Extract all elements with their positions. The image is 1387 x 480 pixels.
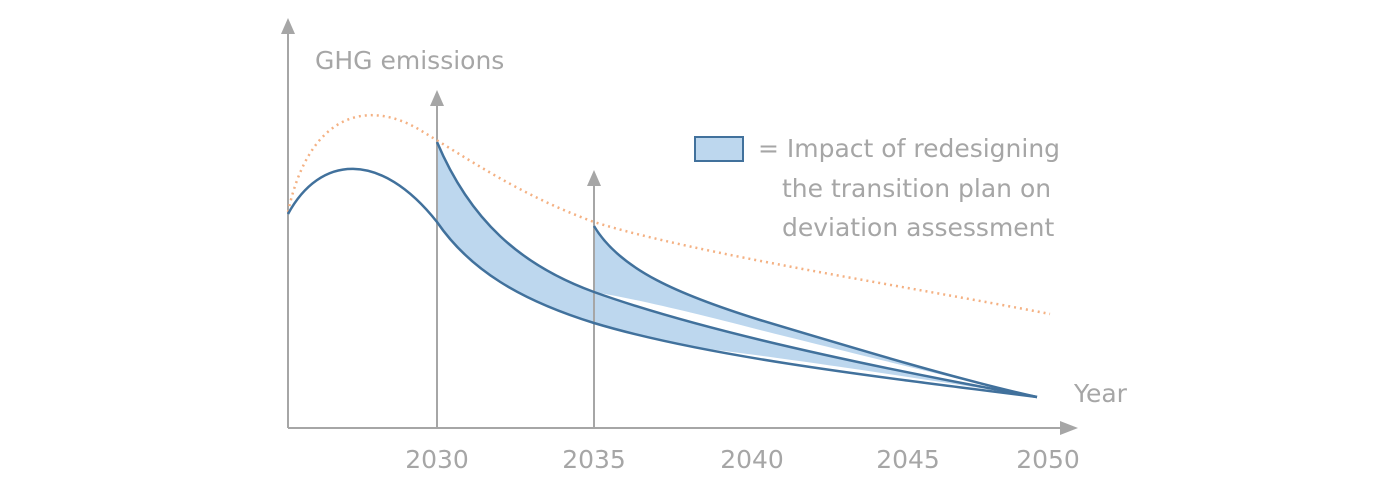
x-tick-label: 2030 bbox=[405, 445, 469, 474]
x-axis-title: Year bbox=[1073, 379, 1128, 408]
y-axis-title: GHG emissions bbox=[315, 46, 504, 75]
legend-swatch bbox=[694, 136, 744, 162]
x-tick-label: 2040 bbox=[720, 445, 784, 474]
x-tick-label: 2050 bbox=[1016, 445, 1080, 474]
x-axis-arrow bbox=[1060, 421, 1078, 435]
arrow-2030-head bbox=[430, 90, 444, 106]
x-tick-label: 2035 bbox=[562, 445, 626, 474]
arrow-2035-head bbox=[587, 170, 601, 186]
impact-band-2035 bbox=[594, 226, 1037, 397]
impact-band-2030 bbox=[437, 142, 1037, 397]
y-axis-arrow bbox=[281, 18, 295, 34]
x-tick-label: 2045 bbox=[876, 445, 940, 474]
legend-text-line-3: deviation assessment bbox=[782, 213, 1055, 242]
legend-text-line-2: the transition plan on bbox=[782, 174, 1051, 203]
redesigned-2030-curve bbox=[435, 141, 1038, 399]
redesigned-2035-curve bbox=[592, 225, 1038, 399]
legend-text-line-1: = Impact of redesigning bbox=[758, 134, 1060, 163]
dotted-reference-curve bbox=[286, 114, 1051, 316]
baseline-emissions-curve bbox=[286, 167, 1038, 399]
